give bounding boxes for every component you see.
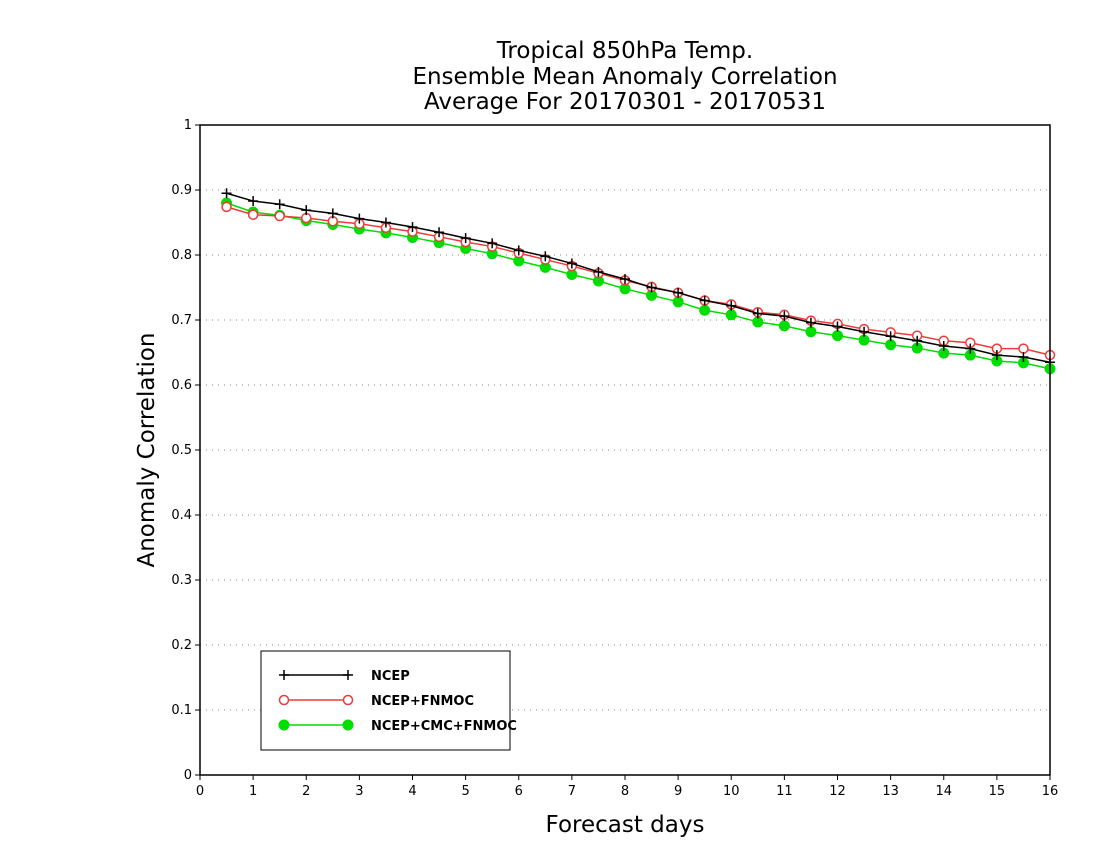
x-tick-label: 3 — [355, 784, 363, 799]
data-point — [434, 227, 445, 238]
data-point — [278, 719, 290, 731]
x-tick-label: 9 — [674, 784, 682, 799]
y-tick-label: 0.6 — [171, 378, 192, 393]
data-point — [885, 331, 896, 342]
x-axis-ticks: 0 1 2 3 4 5 6 7 8 9 10 11 12 13 14 15 16 — [196, 775, 1058, 799]
title-line-3: Average For 20170301 - 20170531 — [424, 89, 826, 115]
data-point — [247, 209, 259, 220]
data-point — [832, 330, 843, 342]
x-tick-label: 6 — [515, 784, 523, 799]
data-point — [859, 326, 870, 337]
x-tick-label: 16 — [1042, 784, 1059, 799]
chart-title: Tropical 850hPa Temp. Ensemble Mean Anom… — [412, 38, 837, 115]
series-ncep — [221, 188, 1055, 368]
legend-entries: NCEP NCEP+FNMOC NCEP+CMC+FNMOC — [278, 669, 517, 734]
series-line — [226, 202, 1051, 370]
series-ncep-fnmoc — [221, 201, 1056, 361]
data-point — [991, 350, 1002, 361]
y-tick-label: 0.1 — [171, 703, 192, 718]
x-tick-label: 12 — [829, 784, 846, 799]
legend-label: NCEP+CMC+FNMOC — [371, 719, 517, 734]
data-point — [779, 311, 790, 322]
series-layer — [221, 188, 1056, 375]
data-point — [354, 213, 365, 224]
data-point — [221, 188, 232, 199]
x-axis-label: Forecast days — [546, 812, 705, 838]
data-point — [460, 233, 471, 244]
data-point — [1018, 343, 1029, 354]
x-tick-label: 0 — [196, 784, 204, 799]
data-point — [327, 208, 338, 219]
data-point — [672, 296, 684, 308]
data-point — [699, 304, 711, 316]
data-point — [274, 210, 285, 222]
data-point — [965, 343, 976, 354]
x-tick-label: 5 — [461, 784, 469, 799]
data-point — [278, 694, 290, 706]
x-tick-label: 1 — [249, 784, 257, 799]
legend-entry: NCEP — [279, 669, 410, 684]
gridlines — [200, 189, 1050, 711]
series-ncep-cmc-fnmoc — [221, 197, 1056, 375]
data-point — [593, 266, 604, 277]
data-point — [487, 238, 498, 249]
y-tick-label: 0.3 — [171, 573, 192, 588]
y-axis-label: Anomaly Correlation — [134, 332, 160, 567]
y-tick-label: 0.8 — [171, 248, 192, 263]
y-tick-label: 0.4 — [171, 508, 192, 523]
x-tick-label: 14 — [935, 784, 952, 799]
legend: NCEP NCEP+FNMOC NCEP+CMC+FNMOC — [260, 650, 517, 751]
series-line — [226, 206, 1051, 356]
data-point — [1018, 352, 1029, 363]
x-tick-label: 4 — [408, 784, 416, 799]
y-tick-label: 0.2 — [171, 638, 192, 653]
title-line-1: Tropical 850hPa Temp. — [496, 38, 753, 64]
data-point — [221, 201, 232, 213]
data-point — [343, 670, 353, 680]
data-point — [301, 205, 312, 216]
data-point — [832, 321, 843, 332]
data-point — [274, 199, 285, 210]
data-point — [407, 222, 418, 233]
data-point — [726, 300, 737, 311]
data-point — [380, 217, 391, 228]
y-tick-label: 1 — [184, 118, 192, 133]
data-point — [938, 341, 949, 351]
data-point — [725, 309, 737, 321]
data-point — [566, 258, 577, 269]
data-point — [805, 326, 817, 338]
x-tick-label: 11 — [776, 784, 793, 799]
x-tick-label: 15 — [989, 784, 1006, 799]
data-point — [673, 287, 684, 298]
legend-label: NCEP — [371, 669, 410, 684]
legend-entry: NCEP+FNMOC — [278, 694, 474, 709]
y-tick-label: 0.7 — [171, 313, 192, 328]
data-point — [646, 282, 657, 293]
data-point — [912, 335, 923, 346]
x-tick-label: 8 — [621, 784, 629, 799]
data-point — [778, 320, 790, 332]
x-tick-label: 10 — [723, 784, 740, 799]
data-point — [513, 245, 524, 256]
legend-entry: NCEP+CMC+FNMOC — [278, 719, 517, 734]
x-tick-label: 13 — [882, 784, 899, 799]
data-point — [752, 308, 763, 319]
data-point — [699, 295, 710, 306]
y-axis-ticks: 0 0.1 0.2 0.3 0.4 0.5 0.6 0.7 0.8 0.9 1 — [171, 118, 200, 783]
y-tick-label: 0.5 — [171, 443, 192, 458]
x-tick-label: 2 — [302, 784, 310, 799]
data-point — [342, 719, 354, 731]
data-point — [540, 251, 551, 262]
data-point — [342, 694, 354, 706]
y-tick-label: 0.9 — [171, 183, 192, 198]
x-tick-label: 7 — [568, 784, 576, 799]
data-point — [279, 670, 289, 680]
data-point — [620, 274, 630, 285]
data-point — [248, 196, 259, 207]
title-line-2: Ensemble Mean Anomaly Correlation — [412, 64, 837, 90]
data-point — [805, 317, 816, 328]
y-tick-label: 0 — [184, 768, 192, 783]
legend-label: NCEP+FNMOC — [371, 694, 474, 709]
